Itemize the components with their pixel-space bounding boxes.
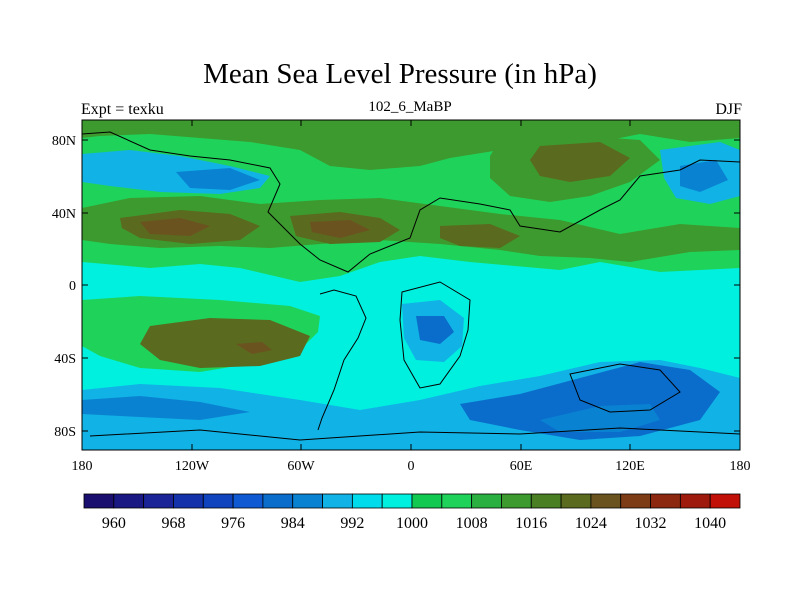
ytick-label: 80S bbox=[54, 425, 76, 440]
field-blue-npacific bbox=[176, 168, 260, 190]
experiment-label: Expt = texku bbox=[81, 101, 164, 118]
colorbar-swatch bbox=[173, 493, 204, 509]
colorbar-swatch bbox=[709, 493, 741, 509]
y-axis-labels: 80N 40N 0 40S 80S bbox=[52, 134, 76, 440]
colorbar-swatch bbox=[202, 493, 234, 509]
colorbar-swatch bbox=[381, 493, 413, 509]
colorbar-swatch bbox=[232, 493, 264, 509]
colorbar-swatch bbox=[83, 493, 115, 509]
colorbar-swatch bbox=[292, 493, 323, 509]
field-brown-south bbox=[236, 342, 272, 354]
colorbar-label: 1032 bbox=[635, 515, 667, 532]
xtick-label: 120W bbox=[175, 459, 210, 474]
coastline-australia bbox=[569, 363, 681, 413]
colorbar-swatch bbox=[620, 493, 651, 509]
field-blue-nw bbox=[680, 160, 728, 192]
field-olive-midlat bbox=[82, 196, 740, 262]
colorbar-swatch bbox=[262, 493, 294, 509]
colorbar-swatch bbox=[441, 493, 473, 509]
colorbar-swatch bbox=[590, 493, 622, 509]
x-axis-ticks bbox=[191, 120, 631, 450]
colorbar-swatch bbox=[143, 493, 174, 509]
ytick-label: 40S bbox=[54, 352, 76, 367]
colorbar-label: 1000 bbox=[396, 515, 428, 532]
xtick-label: 0 bbox=[408, 459, 415, 474]
colorbar-swatch bbox=[650, 493, 681, 509]
x-axis-labels: 180 120W 60W 0 60E 120E 180 bbox=[72, 459, 751, 474]
season-label: DJF bbox=[715, 101, 742, 118]
colorbar-swatch bbox=[411, 493, 443, 509]
colorbar-swatch bbox=[351, 493, 383, 509]
colorbar-swatch bbox=[501, 493, 532, 509]
colorbar-swatch bbox=[113, 493, 145, 509]
field-darkolive-south bbox=[140, 318, 310, 368]
coastline-south-america bbox=[317, 289, 367, 431]
colorbar-swatch bbox=[560, 493, 592, 509]
field-brown-atlantic bbox=[310, 220, 370, 238]
coastline-africa bbox=[399, 281, 471, 389]
colorbar-label: 976 bbox=[221, 515, 245, 532]
field-olive-arctic bbox=[82, 120, 740, 170]
colorbar-swatch bbox=[471, 493, 502, 509]
coastlines bbox=[82, 131, 740, 441]
chart-title: Mean Sea Level Pressure (in hPa) bbox=[203, 58, 597, 90]
period-label: 102_6_MaBP bbox=[368, 99, 452, 115]
ytick-label: 80N bbox=[52, 134, 76, 149]
field-darkolive-siberia bbox=[530, 142, 630, 182]
colorbar-label: 1008 bbox=[456, 515, 488, 532]
xtick-label: 120E bbox=[615, 459, 645, 474]
field-darkolive-asia bbox=[440, 224, 520, 248]
colorbar-label: 960 bbox=[102, 515, 126, 532]
colorbar-swatch bbox=[322, 493, 353, 509]
colorbar-label: 984 bbox=[281, 515, 305, 532]
colorbar-label: 1040 bbox=[694, 515, 726, 532]
colorbar-label: 1016 bbox=[515, 515, 547, 532]
field-blue-africa bbox=[416, 316, 454, 344]
colorbar-swatch bbox=[679, 493, 711, 509]
ytick-label: 0 bbox=[69, 279, 76, 294]
colorbar-label: 1024 bbox=[575, 515, 607, 532]
xtick-label: 60E bbox=[510, 459, 533, 474]
ytick-label: 40N bbox=[52, 207, 76, 222]
coastline-north bbox=[82, 131, 740, 273]
xtick-label: 180 bbox=[730, 459, 751, 474]
pressure-field bbox=[82, 120, 740, 450]
colorbar-label: 992 bbox=[340, 515, 364, 532]
xtick-label: 60W bbox=[287, 459, 315, 474]
xtick-label: 180 bbox=[72, 459, 93, 474]
colorbar-label: 968 bbox=[161, 515, 185, 532]
field-blue-south-pacific bbox=[82, 396, 250, 420]
colorbar bbox=[83, 493, 741, 509]
colorbar-swatch bbox=[530, 493, 562, 509]
y-axis-ticks bbox=[82, 139, 740, 432]
colorbar-labels: 960 968 976 984 992 1000 1008 1016 1024 1032 1040 bbox=[102, 515, 726, 532]
coastline-antarctica bbox=[89, 427, 740, 441]
field-brown-pacific bbox=[140, 218, 210, 236]
